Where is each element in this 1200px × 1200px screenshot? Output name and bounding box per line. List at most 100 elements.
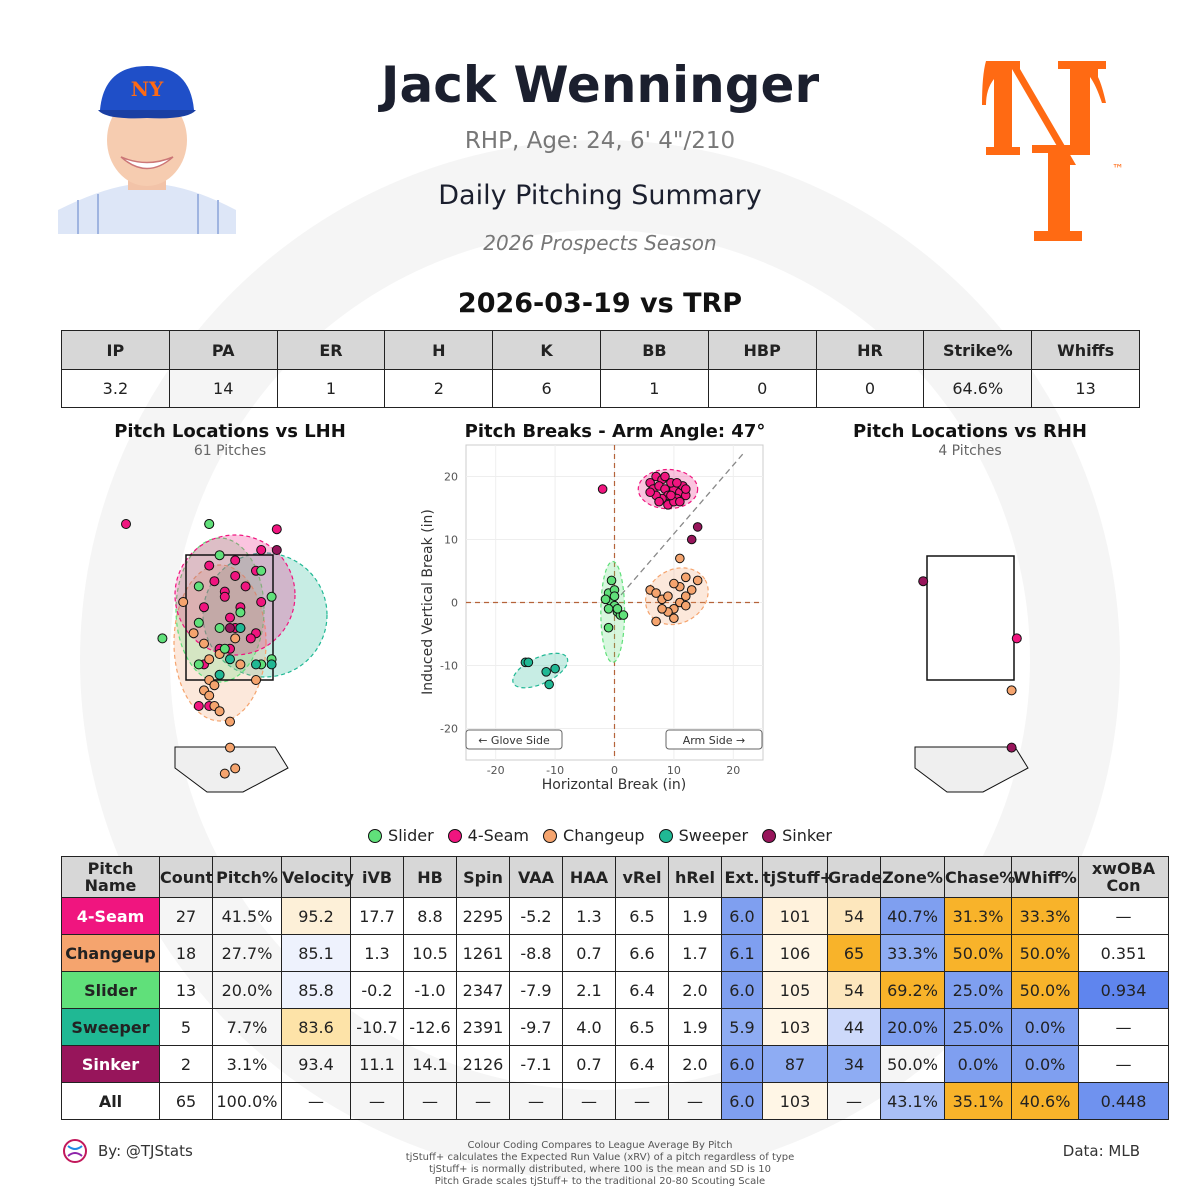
pitch-col-pitch-name: Pitch Name	[61, 856, 160, 898]
pitch-point-sweeper	[266, 659, 277, 670]
pitch-point-changeup	[178, 597, 189, 607]
pitch-point-slider	[193, 659, 204, 670]
pitch-cell-zone: 20.0%	[880, 1008, 945, 1046]
legend-item-changeup: Changeup	[543, 826, 645, 845]
pitch-point-sinker	[918, 576, 929, 587]
game-col-bb: BB	[599, 330, 709, 370]
pitch-point-changeup	[204, 690, 215, 701]
pitch-col-zone: Zone%	[880, 856, 945, 898]
pitch-cell-velocity: 85.8	[281, 971, 351, 1009]
legend-label: Changeup	[563, 826, 645, 845]
break-point-changeup	[651, 616, 661, 627]
pitch-cell-ivb: 11.1	[350, 1045, 404, 1083]
break-point-changeup	[680, 600, 691, 611]
pitch-cell-ext: 6.0	[721, 1045, 763, 1083]
pitch-row-changeup: Changeup 18 27.7% 85.1 1.3 10.5 1261 -8.8 0.7 6.6…	[61, 934, 1169, 972]
pitch-cell-count: 13	[159, 971, 213, 1009]
pitch-cell-whiff: 40.6%	[1011, 1082, 1079, 1120]
game-col-strike: Strike%	[923, 330, 1033, 370]
break-point-changeup	[669, 613, 679, 624]
pitch-cell-whiff: 50.0%	[1011, 971, 1079, 1009]
pitch-point-sweeper	[251, 659, 261, 670]
legend-item-sweeper: Sweeper	[658, 826, 748, 845]
pitch-cell-spin: 2391	[456, 1008, 510, 1046]
legend-item-slider: Slider	[368, 826, 434, 845]
pitch-row-all: All 65 100.0% — — — — — — — —6.0 103—43.1% 35.1% 40.6…	[61, 1082, 1169, 1120]
pitch-point-sinker	[225, 623, 235, 633]
pitch-cell-pitch: 7.7%	[212, 1008, 282, 1046]
pitch-cell-ivb: 17.7	[350, 897, 404, 935]
pitch-cell-grade: 65	[827, 934, 881, 972]
pitch-row-slider: Slider 13 20.0% 85.8 -0.2 -1.0 2347 -7.9 2.1 6.4 2…	[61, 971, 1169, 1009]
y-tick-label: -20	[440, 723, 458, 736]
break-point-changeup	[680, 591, 691, 601]
pitch-metrics-table: Pitch Name Count Pitch% Velocity iVB HB Spin VA…	[61, 856, 1169, 1120]
pitch-point-changeup	[199, 638, 209, 649]
pitch-point-changeup	[219, 768, 230, 779]
pitch-cell-count: 2	[159, 1045, 213, 1083]
pitch-point-changeup	[235, 659, 246, 670]
legend-item-sinker: Sinker	[762, 826, 832, 845]
break-point-4-seam	[680, 484, 691, 494]
pitch-cell-hrel: 1.9	[668, 897, 722, 935]
legend-marker	[368, 828, 383, 843]
pitch-cell-tjstuff: 87	[762, 1045, 828, 1083]
break-point-4-seam	[675, 496, 685, 507]
pitch-cell-pitch: 100.0%	[212, 1082, 282, 1120]
pitch-cell-ivb: -10.7	[350, 1008, 404, 1046]
y-tick-label: 10	[444, 534, 458, 547]
pitch-cell-count: 5	[159, 1008, 213, 1046]
break-point-sweeper	[541, 667, 551, 677]
game-value-k: 6	[492, 369, 601, 408]
pitch-cell-tjstuff: 103	[762, 1008, 828, 1046]
break-point-changeup	[692, 575, 703, 586]
legend-item-4-seam: 4-Seam	[447, 826, 529, 845]
pitch-point-4-seam	[240, 581, 251, 592]
breaks-plot-title: Pitch Breaks - Arm Angle: 47°	[464, 421, 766, 442]
svg-text:NY: NY	[131, 77, 164, 101]
pitch-cell-xwoba-con: 0.448	[1078, 1082, 1169, 1120]
pitch-cell-spin: 1261	[456, 934, 510, 972]
season-label: 2026 Prospects Season	[483, 231, 717, 255]
legend-marker	[543, 828, 558, 843]
pitch-point-changeup	[188, 628, 199, 639]
pitch-cell-spin: 2126	[456, 1045, 510, 1083]
pitch-cell-spin: 2347	[456, 971, 510, 1009]
pitch-cell-velocity: 93.4	[281, 1045, 351, 1083]
game-col-hr: HR	[815, 330, 925, 370]
pitch-col-ext: Ext.	[721, 856, 763, 898]
density-ellipse-slider	[175, 537, 265, 683]
pitch-cell-hb: -1.0	[403, 971, 457, 1009]
trademark-symbol: ™	[1112, 162, 1122, 176]
game-value-whiffs: 13	[1031, 369, 1140, 408]
pitch-cell-pitch: 3.1%	[212, 1045, 282, 1083]
pitch-cell-grade: 54	[827, 971, 881, 1009]
break-point-4-seam	[645, 487, 655, 498]
pitch-cell-hrel: 2.0	[668, 1045, 722, 1083]
pitch-cell-velocity: 83.6	[281, 1008, 351, 1046]
pitch-breaks-plot: -20 -10 0 10 20 -20 -10 0 10 20 ← Glove Side Arm …	[420, 444, 764, 793]
pitch-point-4-seam	[1011, 633, 1022, 644]
footer-note: tjStuff+ calculates the Expected Run Val…	[405, 1152, 795, 1163]
pitch-col-haa: HAA	[562, 856, 616, 898]
y-tick-label: 20	[444, 471, 458, 484]
lhh-density-ellipses	[173, 534, 328, 722]
pitch-col-ivb: iVB	[350, 856, 404, 898]
x-tick-label: -20	[487, 764, 505, 777]
strike-zone	[926, 555, 1015, 681]
game-line-header-row: IP PA ER H K BB HBP HR Strike% Whiffs	[61, 330, 1140, 370]
pitch-cell-xwoba-con: 0.351	[1078, 934, 1169, 972]
game-line-values-row: 3.2 14 1 2 6 1 0 0 64.6% 13	[61, 369, 1140, 408]
pitch-point-4-seam	[256, 545, 267, 555]
footer-note: tjStuff+ is normally distributed, where …	[428, 1164, 771, 1175]
pitch-cell-chase: 25.0%	[944, 1008, 1012, 1046]
pitch-cell-grade: 44	[827, 1008, 881, 1046]
break-point-changeup	[686, 585, 697, 595]
x-tick-label: -10	[546, 764, 564, 777]
pitch-cell-vaa: -5.2	[509, 897, 563, 935]
pitch-point-4-seam	[245, 633, 256, 644]
x-tick-label: 20	[726, 764, 740, 777]
pitch-col-vrel: vRel	[615, 856, 669, 898]
pitch-cell-hb: 14.1	[403, 1045, 457, 1083]
pitch-cell-chase: 35.1%	[944, 1082, 1012, 1120]
